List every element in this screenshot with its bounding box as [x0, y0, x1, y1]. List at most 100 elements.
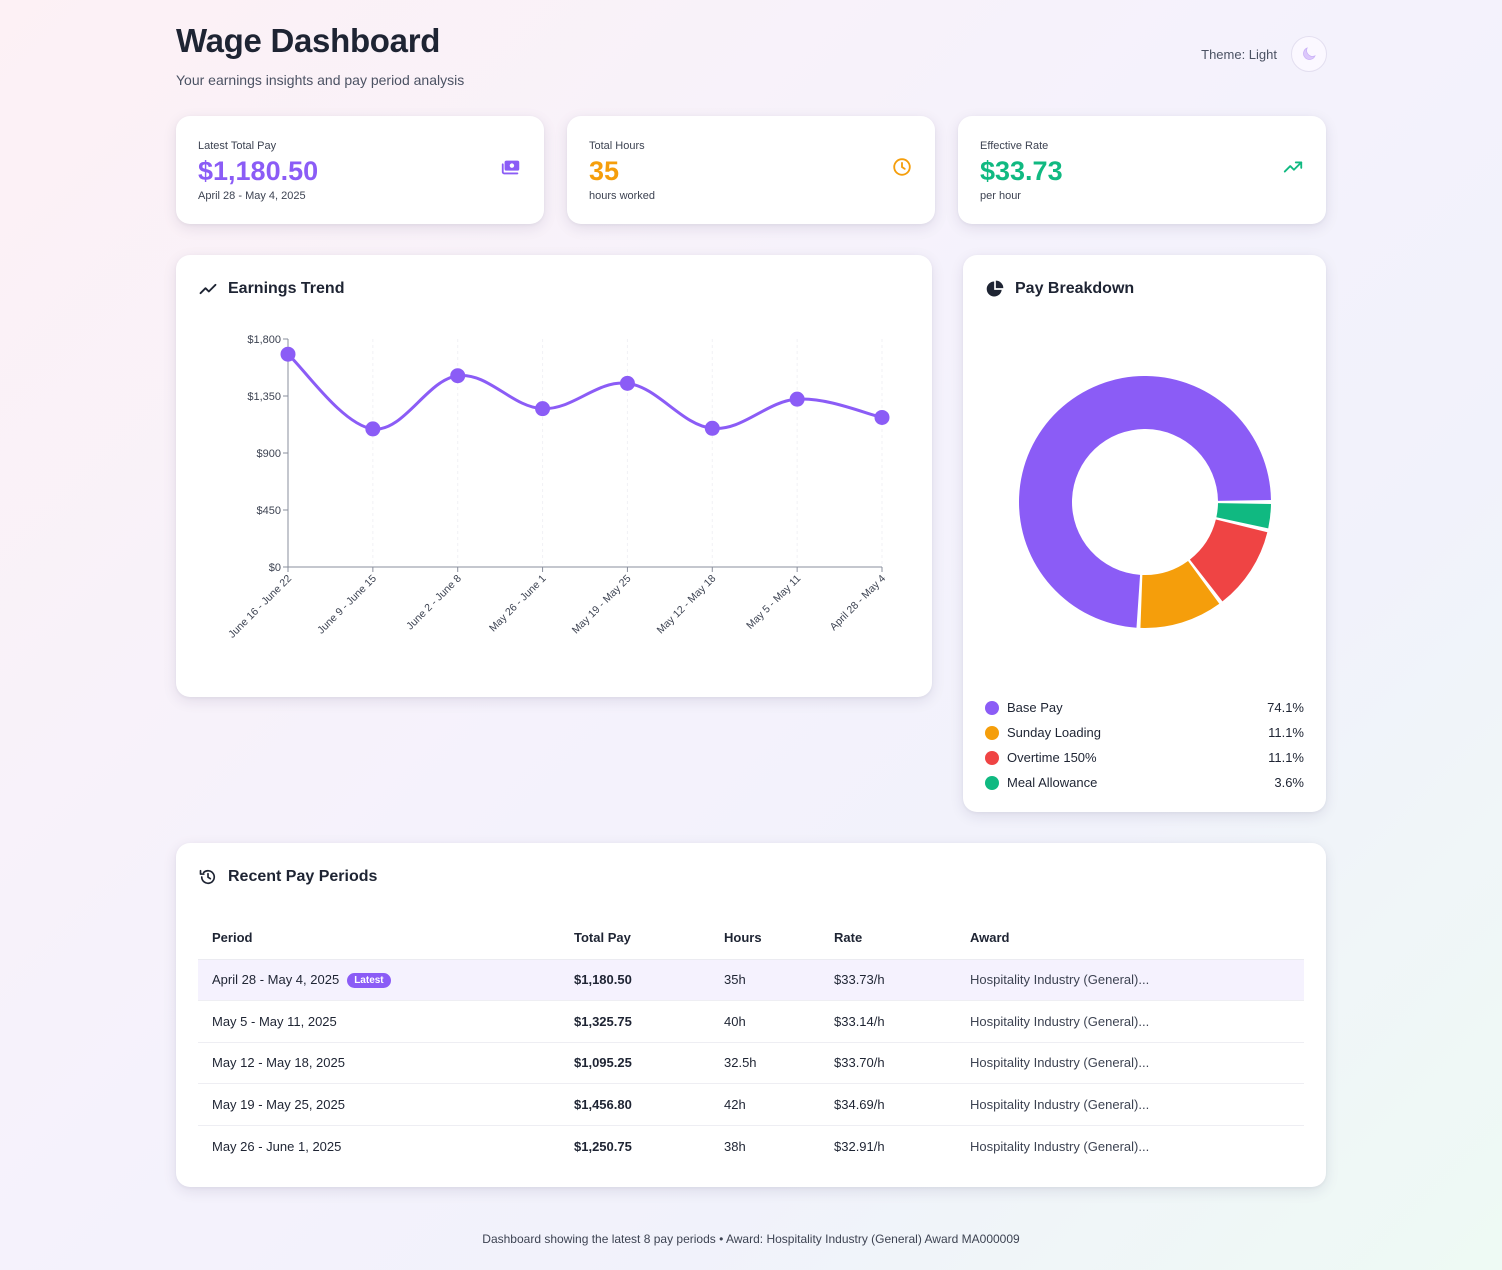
x-tick-label: June 16 - June 22: [226, 573, 294, 641]
hours-cell: 42h: [710, 1083, 820, 1126]
x-tick-label: May 5 - May 11: [744, 573, 803, 632]
table-row[interactable]: April 28 - May 4, 2025 Latest $1,180.50 3…: [198, 959, 1304, 1001]
donut-slice[interactable]: [1189, 519, 1268, 602]
legend-percentage: 11.1%: [1268, 750, 1304, 765]
award-cell: Hospitality Industry (General)...: [956, 959, 1304, 1001]
legend-item: Base Pay 74.1%: [985, 695, 1304, 720]
total-pay-cell: $1,325.75: [560, 1000, 710, 1043]
stat-label: Latest Total Pay: [198, 140, 277, 152]
hours-cell: 40h: [710, 1000, 820, 1043]
data-point[interactable]: [450, 368, 466, 384]
column-header-award: Award: [956, 917, 1304, 960]
pay-breakdown-legend: Base Pay 74.1% Sunday Loading 11.1% Overtime…: [985, 695, 1304, 795]
table-row[interactable]: May 5 - May 11, 2025 $1,325.75 40h $33.1…: [198, 1000, 1304, 1043]
award-cell: Hospitality Industry (General)...: [956, 1083, 1304, 1126]
recent-pay-periods-title: Recent Pay Periods: [228, 868, 378, 885]
rate-cell: $33.73/h: [820, 959, 956, 1001]
stat-value: $33.73: [980, 156, 1063, 186]
hours-cell: 38h: [724, 1138, 746, 1154]
hours-cell: 35h: [710, 959, 820, 1001]
recent-pay-periods-header: Recent Pay Periods: [198, 867, 377, 887]
theme-label: Theme: Light: [1201, 46, 1277, 62]
page-footer: Dashboard showing the latest 8 pay perio…: [482, 1232, 1020, 1246]
page-subtitle: Your earnings insights and pay period an…: [176, 72, 465, 88]
rate-cell: $33.14/h: [820, 1000, 956, 1043]
x-tick-label: May 26 - June 1: [487, 573, 549, 635]
trending-up-icon: [1283, 161, 1303, 173]
x-tick-label: May 19 - May 25: [570, 573, 634, 637]
table-row[interactable]: May 26 - June 1, 2025 $1,250.75 38h $32.…: [198, 1125, 1304, 1167]
stat-label: Effective Rate: [980, 140, 1049, 152]
donut-slice[interactable]: [1140, 560, 1220, 628]
legend-percentage: 11.1%: [1268, 725, 1304, 740]
column-header-hours: Hours: [710, 917, 820, 960]
recent-pay-periods-card: Recent Pay Periods Period Total Pay Hour…: [176, 843, 1326, 1187]
award-cell: Hospitality Industry (General)...: [956, 1042, 1304, 1084]
table-row[interactable]: May 12 - May 18, 2025 $1,095.25 32.5h $3…: [198, 1042, 1304, 1084]
table-header-row: Period Total Pay Hours Rate Award: [198, 917, 1304, 960]
rate-cell: $33.70/h: [820, 1042, 956, 1084]
money-icon: [501, 160, 520, 175]
stat-card-effective-rate: Effective Rate $33.73 per hour: [958, 116, 1326, 224]
rate-cell: $34.69/h: [820, 1083, 956, 1126]
data-point[interactable]: [789, 391, 805, 407]
x-tick-label: April 28 - May 4: [828, 573, 889, 634]
period-cell: May 26 - June 1, 2025: [212, 1138, 342, 1154]
column-header-total-pay: Total Pay: [560, 917, 710, 960]
y-tick-label: $0: [269, 562, 281, 574]
legend-swatch: [985, 775, 999, 790]
pay-breakdown-header: Pay Breakdown: [985, 279, 1134, 299]
period-cell: May 5 - May 11, 2025: [198, 1000, 560, 1043]
page-title: Wage Dashboard: [176, 22, 441, 59]
stat-sub: April 28 - May 4, 2025: [198, 190, 306, 202]
data-point[interactable]: [365, 421, 381, 437]
legend-item: Meal Allowance 3.6%: [985, 770, 1304, 795]
y-tick-label: $1,350: [247, 391, 281, 403]
legend-item: Sunday Loading 11.1%: [985, 720, 1304, 745]
period-cell: May 12 - May 18, 2025: [198, 1042, 560, 1084]
data-point[interactable]: [874, 409, 890, 425]
legend-label: Meal Allowance: [1007, 775, 1098, 790]
column-header-rate: Rate: [820, 917, 956, 960]
theme-switcher: Theme: Light: [1201, 36, 1327, 72]
y-tick-label: $900: [257, 448, 281, 460]
data-point[interactable]: [619, 375, 635, 391]
clock-icon: [893, 158, 911, 176]
table-row[interactable]: May 19 - May 25, 2025 $1,456.80 42h $34.…: [198, 1083, 1304, 1126]
earnings-trend-card: Earnings Trend $0 $450 $900 $1,350 $1,800 Jun…: [176, 255, 932, 697]
donut-slice[interactable]: [1216, 503, 1271, 529]
history-icon: [199, 869, 216, 885]
period-text: April 28 - May 4, 2025: [212, 971, 340, 987]
legend-swatch: [985, 700, 999, 715]
total-pay-cell: $1,180.50: [560, 959, 710, 1001]
hours-cell: 32.5h: [710, 1042, 820, 1084]
data-point[interactable]: [280, 346, 296, 362]
y-tick-label: $1,800: [247, 334, 281, 346]
latest-badge: Latest: [347, 972, 391, 988]
stat-label: Total Hours: [589, 140, 645, 152]
x-tick-label: June 2 - June 8: [404, 573, 464, 633]
x-tick-label: June 9 - June 15: [315, 573, 379, 637]
donut-slice[interactable]: [1019, 376, 1271, 628]
total-pay-cell: $1,250.75: [574, 1138, 632, 1154]
legend-label: Base Pay: [1007, 700, 1063, 715]
stat-value: $1,180.50: [198, 156, 319, 186]
legend-percentage: 74.1%: [1267, 700, 1304, 715]
total-pay-cell: $1,456.80: [560, 1083, 710, 1126]
legend-swatch: [985, 725, 999, 740]
data-point[interactable]: [535, 401, 551, 417]
theme-toggle-button[interactable]: [1291, 36, 1327, 72]
legend-swatch: [985, 750, 999, 765]
data-point[interactable]: [704, 420, 720, 436]
rate-cell: $32.91/h: [834, 1138, 885, 1154]
legend-label: Sunday Loading: [1007, 725, 1101, 740]
trend-line-icon: [199, 283, 217, 295]
stat-card-latest-pay: Latest Total Pay $1,180.50 April 28 - Ma…: [176, 116, 544, 224]
stat-sub: hours worked: [589, 190, 656, 202]
period-cell: May 19 - May 25, 2025: [198, 1083, 560, 1126]
pay-breakdown-card: Pay Breakdown Base Pay 74.1% Sunday Loadin…: [963, 255, 1326, 812]
pay-breakdown-title: Pay Breakdown: [1015, 280, 1135, 297]
stat-sub: per hour: [980, 190, 1021, 202]
earnings-trend-header: Earnings Trend: [198, 279, 344, 299]
earnings-series-line: [286, 353, 883, 431]
